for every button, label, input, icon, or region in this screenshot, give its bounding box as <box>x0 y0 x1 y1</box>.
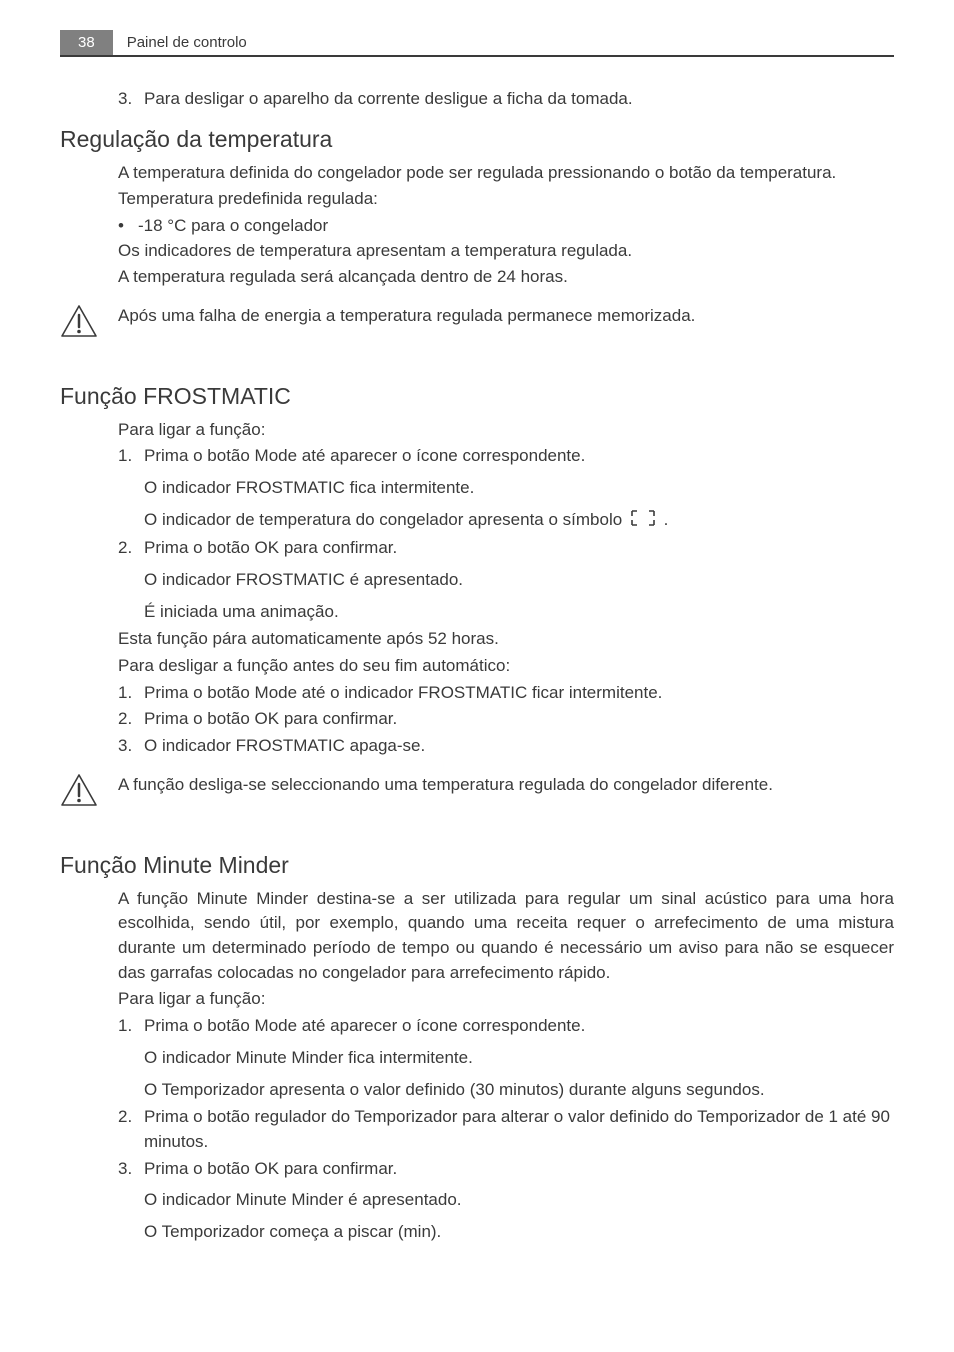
list-number: 3. <box>118 87 144 112</box>
warning-triangle-icon <box>60 773 100 812</box>
list-number: 1. <box>118 1014 144 1103</box>
paragraph: Temperatura predefinida regulada: <box>118 187 894 212</box>
warning-triangle-icon <box>60 304 100 343</box>
warning-block: Após uma falha de energia a temperatura … <box>60 304 894 343</box>
paragraph: Para ligar a função: <box>118 987 894 1012</box>
section-heading-minute-minder: Função Minute Minder <box>60 852 894 879</box>
warning-block: A função desliga-se seleccionando uma te… <box>60 773 894 812</box>
list-sub: O Temporizador apresenta o valor definid… <box>144 1077 894 1103</box>
list-sub: É iniciada uma animação. <box>144 599 894 625</box>
list-number: 2. <box>118 536 144 625</box>
page-number: 38 <box>60 30 113 55</box>
list-item: 1. Prima o botão Mode até aparecer o íco… <box>118 444 894 534</box>
section-heading-frostmatic: Função FROSTMATIC <box>60 383 894 410</box>
list-number: 1. <box>118 681 144 706</box>
paragraph: Para desligar a função antes do seu fim … <box>118 654 894 679</box>
list-sub: O indicador de temperatura do congelador… <box>144 507 894 534</box>
list-text-main: Prima o botão Mode até aparecer o ícone … <box>144 1016 585 1035</box>
list-text: O indicador FROSTMATIC apaga-se. <box>144 734 894 759</box>
list-item: 3. Prima o botão OK para confirmar. O in… <box>118 1157 894 1246</box>
list-sub-text-b: . <box>664 510 669 529</box>
warning-text: Após uma falha de energia a temperatura … <box>100 304 894 329</box>
list-number: 3. <box>118 734 144 759</box>
paragraph: Para ligar a função: <box>118 418 894 443</box>
paragraph: Os indicadores de temperatura apresentam… <box>118 239 894 264</box>
bullet-text: -18 °C para o congelador <box>138 214 328 239</box>
page: 38 Painel de controlo 3. Para desligar o… <box>0 0 954 1288</box>
list-item: 1. Prima o botão Mode até o indicador FR… <box>118 681 894 706</box>
list-text: Prima o botão Mode até aparecer o ícone … <box>144 1014 894 1103</box>
section-body: A temperatura definida do congelador pod… <box>60 161 894 290</box>
list-item: 2. Prima o botão OK para confirmar. O in… <box>118 536 894 625</box>
list-text: Prima o botão OK para confirmar. O indic… <box>144 536 894 625</box>
list-item: 2. Prima o botão regulador do Temporizad… <box>118 1105 894 1154</box>
warning-text: A função desliga-se seleccionando uma te… <box>100 773 894 798</box>
intro-list: 3. Para desligar o aparelho da corrente … <box>60 87 894 112</box>
section-heading-temperature: Regulação da temperatura <box>60 126 894 153</box>
dashed-rect-symbol-icon <box>631 508 655 534</box>
page-header: 38 Painel de controlo <box>60 30 894 57</box>
list-text-main: Prima o botão Mode até aparecer o ícone … <box>144 446 585 465</box>
list-text: Prima o botão OK para confirmar. <box>144 707 894 732</box>
list-number: 1. <box>118 444 144 534</box>
paragraph: Esta função pára automaticamente após 52… <box>118 627 894 652</box>
list-sub-text-a: O indicador de temperatura do congelador… <box>144 510 627 529</box>
list-item: 3. O indicador FROSTMATIC apaga-se. <box>118 734 894 759</box>
paragraph: A temperatura definida do congelador pod… <box>118 161 894 186</box>
list-text: Para desligar o aparelho da corrente des… <box>144 87 894 112</box>
section-body: A função Minute Minder destina-se a ser … <box>60 887 894 1246</box>
list-sub: O indicador Minute Minder fica intermite… <box>144 1045 894 1071</box>
list-sub: O indicador FROSTMATIC fica intermitente… <box>144 475 894 501</box>
list-number: 2. <box>118 707 144 732</box>
list-item: 3. Para desligar o aparelho da corrente … <box>118 87 894 112</box>
bullet-item: • -18 °C para o congelador <box>118 214 894 239</box>
paragraph: A temperatura regulada será alcançada de… <box>118 265 894 290</box>
list-item: 2. Prima o botão OK para confirmar. <box>118 707 894 732</box>
bullet-mark: • <box>118 214 138 239</box>
list-text: Prima o botão OK para confirmar. O indic… <box>144 1157 894 1246</box>
list-sub: O indicador FROSTMATIC é apresentado. <box>144 567 894 593</box>
list-text-main: Prima o botão OK para confirmar. <box>144 1159 397 1178</box>
list-text: Prima o botão regulador do Temporizador … <box>144 1105 894 1154</box>
list-number: 2. <box>118 1105 144 1154</box>
list-sub: O indicador Minute Minder é apresentado. <box>144 1187 894 1213</box>
list-text-main: Prima o botão OK para confirmar. <box>144 538 397 557</box>
list-sub: O Temporizador começa a piscar (min). <box>144 1219 894 1245</box>
section-body: Para ligar a função: 1. Prima o botão Mo… <box>60 418 894 759</box>
paragraph: A função Minute Minder destina-se a ser … <box>118 887 894 986</box>
list-number: 3. <box>118 1157 144 1246</box>
list-text: Prima o botão Mode até aparecer o ícone … <box>144 444 894 534</box>
header-title: Painel de controlo <box>113 34 247 51</box>
list-item: 1. Prima o botão Mode até aparecer o íco… <box>118 1014 894 1103</box>
list-text: Prima o botão Mode até o indicador FROST… <box>144 681 894 706</box>
